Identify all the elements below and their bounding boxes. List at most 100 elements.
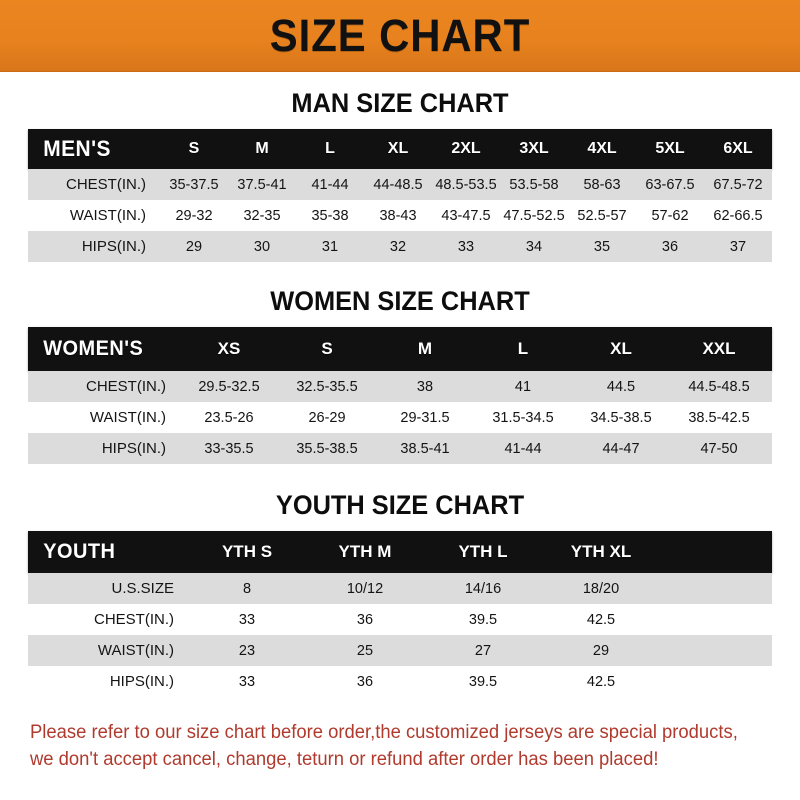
measurement-value: 29-32 [175, 207, 213, 224]
measurement-value: 48.5-53.5 [435, 176, 497, 193]
row-label: WAIST(IN.) [97, 642, 174, 659]
man-column-header: L [325, 140, 335, 157]
measurement-value: 67.5-72 [713, 176, 763, 193]
measurement-value: 57-62 [651, 207, 689, 224]
youth-size-table: YOUTH YTH S YTH M YTH L YTH XL U.S.SIZE 8 10/12… [28, 531, 772, 697]
table-row: HIPS(IN.) 33 36 39.5 42.5 [28, 666, 772, 697]
measurement-value: 23.5-26 [204, 409, 254, 426]
measurement-value: 35-38 [311, 207, 349, 224]
measurement-value: 41-44 [504, 440, 542, 457]
measurement-value: 10/12 [346, 580, 384, 597]
man-column-header: S [188, 140, 200, 157]
measurement-value: 29-31.5 [400, 409, 450, 426]
measurement-value: 44.5 [606, 378, 636, 395]
measurement-value: 44-47 [602, 440, 640, 457]
man-table-header-row: MEN'S S M L XL 2XL 3XL 4XL 5XL 6XL [28, 129, 772, 169]
measurement-value: 33-35.5 [204, 440, 254, 457]
measurement-value: 32 [389, 238, 407, 255]
measurement-value: 39.5 [468, 611, 498, 628]
women-column-header: L [517, 339, 529, 358]
women-section-title: WOMEN SIZE CHART [270, 286, 530, 316]
table-row: WAIST(IN.) 23.5-26 26-29 29-31.5 31.5-34.5 34… [28, 402, 772, 433]
row-label: U.S.SIZE [111, 580, 174, 597]
youth-section-title: YOUTH SIZE CHART [275, 490, 525, 520]
measurement-value: 35 [593, 238, 611, 255]
youth-column-header: YTH L [458, 542, 508, 561]
measurement-value: 36 [356, 673, 374, 690]
measurement-value: 47-50 [700, 440, 738, 457]
measurement-value: 34 [525, 238, 543, 255]
measurement-value: 25 [356, 642, 374, 659]
man-corner-label: MEN'S [43, 136, 111, 161]
man-size-table: MEN'S S M L XL 2XL 3XL 4XL 5XL 6XL CHEST(IN.) 35-37… [28, 129, 772, 262]
man-column-header: 3XL [519, 140, 549, 157]
man-column-header: 6XL [723, 140, 753, 157]
measurement-value: 27 [474, 642, 492, 659]
women-column-header: S [321, 339, 333, 358]
women-column-header: XS [217, 339, 241, 358]
measurement-value: 29 [592, 642, 610, 659]
youth-column-header: YTH M [338, 542, 392, 561]
table-row: CHEST(IN.) 33 36 39.5 42.5 [28, 604, 772, 635]
measurement-value: 53.5-58 [509, 176, 559, 193]
measurement-value: 29.5-32.5 [198, 378, 260, 395]
table-row: CHEST(IN.) 35-37.5 37.5-41 41-44 44-48.5 48.5… [28, 169, 772, 200]
row-label: CHEST(IN.) [94, 611, 174, 628]
page-banner: SIZE CHART [0, 0, 800, 72]
page-title: SIZE CHART [269, 9, 531, 61]
row-label: WAIST(IN.) [89, 409, 166, 426]
women-column-header: XXL [702, 339, 736, 358]
women-table-header-row: WOMEN'S XS S M L XL XXL [28, 327, 772, 371]
man-column-header: 5XL [655, 140, 685, 157]
measurement-value: 33 [238, 673, 256, 690]
measurement-value: 26-29 [308, 409, 346, 426]
measurement-value: 42.5 [586, 673, 616, 690]
measurement-value: 35-37.5 [169, 176, 219, 193]
measurement-value: 36 [661, 238, 679, 255]
measurement-value: 31.5-34.5 [492, 409, 554, 426]
measurement-value: 41-44 [311, 176, 349, 193]
row-label: WAIST(IN.) [69, 207, 146, 224]
measurement-value: 44-48.5 [373, 176, 423, 193]
row-label: HIPS(IN.) [109, 673, 174, 690]
row-label: HIPS(IN.) [81, 238, 146, 255]
youth-table-header-row: YOUTH YTH S YTH M YTH L YTH XL [28, 531, 772, 573]
measurement-value: 14/16 [464, 580, 502, 597]
women-size-table: WOMEN'S XS S M L XL XXL CHEST(IN.) 29.5-32.5 32.5… [28, 327, 772, 464]
measurement-value: 23 [238, 642, 256, 659]
man-column-header: XL [387, 140, 409, 157]
table-row: HIPS(IN.) 29 30 31 32 33 34 35 36 37 [28, 231, 772, 262]
measurement-value: 41 [514, 378, 532, 395]
order-policy-note: Please refer to our size chart before or… [30, 719, 748, 773]
man-section-title: MAN SIZE CHART [291, 88, 509, 118]
measurement-value: 34.5-38.5 [590, 409, 652, 426]
measurement-value: 37 [729, 238, 747, 255]
man-column-header: 4XL [587, 140, 617, 157]
measurement-value: 8 [242, 580, 252, 597]
order-policy-line-2: we don't accept cancel, change, teturn o… [30, 749, 659, 770]
measurement-value: 37.5-41 [237, 176, 287, 193]
measurement-value: 39.5 [468, 673, 498, 690]
measurement-value: 38.5-42.5 [688, 409, 750, 426]
measurement-value: 32.5-35.5 [296, 378, 358, 395]
measurement-value: 36 [356, 611, 374, 628]
table-row: HIPS(IN.) 33-35.5 35.5-38.5 38.5-41 41-44 44-… [28, 433, 772, 464]
table-row: WAIST(IN.) 23 25 27 29 [28, 635, 772, 666]
row-label: CHEST(IN.) [86, 378, 166, 395]
row-label: CHEST(IN.) [66, 176, 146, 193]
measurement-value: 38 [416, 378, 434, 395]
table-row: CHEST(IN.) 29.5-32.5 32.5-35.5 38 41 44.5 44.5… [28, 371, 772, 402]
measurement-value: 30 [253, 238, 271, 255]
measurement-value: 63-67.5 [645, 176, 695, 193]
measurement-value: 33 [457, 238, 475, 255]
man-column-header: 2XL [451, 140, 481, 157]
measurement-value: 18/20 [582, 580, 620, 597]
women-column-header: M [417, 339, 433, 358]
order-policy-line-1: Please refer to our size chart before or… [30, 722, 738, 743]
table-row: WAIST(IN.) 29-32 32-35 35-38 38-43 43-47.5 47.… [28, 200, 772, 231]
measurement-value: 38-43 [379, 207, 417, 224]
measurement-value: 44.5-48.5 [688, 378, 750, 395]
measurement-value: 29 [185, 238, 203, 255]
measurement-value: 47.5-52.5 [503, 207, 565, 224]
